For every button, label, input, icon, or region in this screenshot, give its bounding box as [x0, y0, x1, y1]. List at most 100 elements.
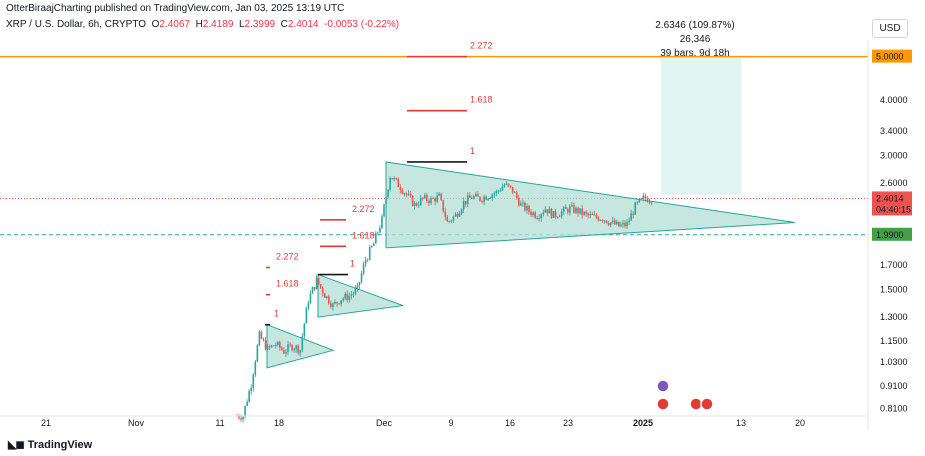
- candle-body: [546, 209, 549, 214]
- candle-body: [542, 212, 545, 215]
- candle-body: [356, 285, 359, 289]
- candle-body: [497, 190, 500, 192]
- candle-body: [491, 194, 494, 199]
- candle-body: [579, 208, 581, 214]
- candle-body: [391, 177, 393, 180]
- candle-body: [350, 294, 353, 297]
- event-crypto-icon[interactable]: [656, 379, 670, 393]
- candle-body: [315, 277, 318, 290]
- candle-body: [434, 198, 436, 202]
- candle-body: [532, 212, 534, 215]
- x-axis-tick-label: Nov: [128, 418, 145, 428]
- candle-body: [562, 207, 565, 212]
- candle-body: [379, 227, 381, 233]
- y-axis-tick-label: 1.0300: [880, 357, 908, 367]
- candle-body: [550, 208, 553, 218]
- candle-body: [252, 374, 255, 388]
- candle-body: [477, 193, 479, 197]
- candle-body: [397, 178, 400, 187]
- candle-body: [405, 193, 408, 195]
- candle-body: [248, 390, 250, 402]
- candle-body: [505, 183, 508, 185]
- candle-body: [281, 347, 283, 350]
- candle-body: [389, 177, 391, 190]
- candle-body: [640, 197, 643, 199]
- low-label: L: [238, 19, 245, 30]
- candle-body: [311, 287, 314, 294]
- candle-body: [468, 195, 471, 198]
- candle-body: [603, 220, 606, 222]
- y-axis-tick-label: 0.8100: [880, 404, 908, 414]
- candle-body: [309, 293, 312, 304]
- candle-body: [436, 195, 438, 202]
- candle-body: [297, 345, 300, 353]
- candle-body: [346, 293, 349, 301]
- candle-body: [342, 298, 344, 301]
- candle-body: [319, 284, 322, 288]
- candle-body: [238, 415, 240, 419]
- candle-body: [291, 345, 293, 351]
- candle-body: [475, 193, 477, 197]
- candle-body: [513, 192, 516, 194]
- candle-body: [244, 405, 246, 417]
- candle-body: [593, 214, 596, 216]
- x-axis-tick-label: 20: [795, 418, 805, 428]
- candle-body: [520, 203, 522, 206]
- candle-body: [644, 195, 647, 199]
- y-axis-tick-label: 1.1500: [880, 336, 908, 346]
- candle-body: [548, 208, 551, 214]
- candle-body: [321, 287, 324, 294]
- candle-body: [422, 197, 424, 199]
- y-axis-tick-label: 1.7000: [880, 260, 908, 270]
- candle-body: [509, 185, 512, 187]
- candle-body: [456, 213, 459, 217]
- candle-body: [401, 190, 404, 194]
- candle-body: [417, 204, 420, 206]
- candle-body: [628, 220, 630, 223]
- triangle-pattern-2: [317, 273, 404, 318]
- candle-body: [481, 200, 483, 202]
- candle-body: [377, 232, 379, 234]
- candle-body: [450, 220, 453, 222]
- support-price-tag: 1.9900: [876, 230, 904, 240]
- candle-body: [526, 206, 528, 211]
- candle-body: [428, 200, 430, 204]
- candle-body: [599, 220, 602, 221]
- candle-body: [618, 221, 620, 227]
- triangle-pattern-1: [266, 323, 335, 369]
- candle-body: [638, 198, 641, 203]
- candle-body: [507, 183, 510, 186]
- currency-button[interactable]: USD: [872, 19, 908, 38]
- current-price-tag-bg: [872, 191, 912, 216]
- candle-body: [330, 303, 332, 308]
- event-us-flag-icon[interactable]: [689, 397, 703, 411]
- candle-body: [538, 218, 541, 219]
- x-axis-tick-label: 21: [41, 418, 51, 428]
- candle-body: [560, 211, 563, 217]
- candle-body: [452, 216, 455, 221]
- y-axis-tick-label: 3.0000: [880, 150, 908, 160]
- candle-body: [540, 214, 543, 219]
- candle-body: [483, 196, 485, 202]
- x-axis-tick-label: 9: [448, 418, 453, 428]
- event-us-flag-icon[interactable]: [656, 397, 670, 411]
- x-axis-tick-label: Dec: [376, 418, 393, 428]
- candle-body: [326, 296, 328, 298]
- candle-body: [571, 205, 573, 207]
- candle-body: [411, 196, 414, 207]
- candle-body: [614, 220, 616, 225]
- candle-body: [272, 345, 275, 347]
- event-us-flag-icon[interactable]: [700, 397, 714, 411]
- candle-body: [430, 198, 432, 204]
- candle-body: [370, 246, 373, 248]
- candle-body: [348, 296, 351, 301]
- candle-body: [466, 195, 469, 205]
- candle-body: [254, 361, 257, 375]
- candle-body: [648, 201, 651, 203]
- candle-body: [650, 201, 653, 203]
- fib-level-label: 2.272: [276, 252, 299, 262]
- candle-body: [564, 207, 567, 209]
- candle-body: [530, 211, 532, 215]
- candle-body: [250, 387, 253, 391]
